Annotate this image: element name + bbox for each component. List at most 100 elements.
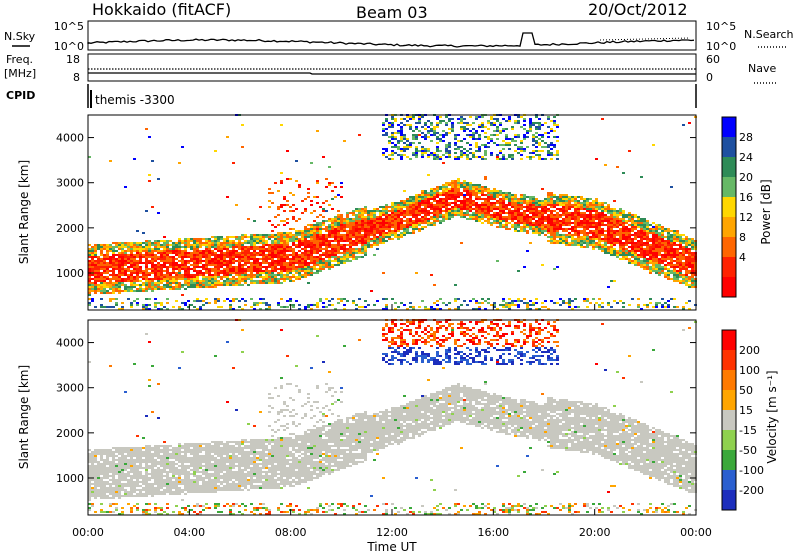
power-cell [205, 266, 208, 268]
power-cell [442, 188, 445, 190]
power-cell [181, 252, 184, 254]
power-cell [574, 202, 577, 204]
power-cell [250, 256, 253, 258]
power-cell [325, 246, 328, 248]
power-cell [331, 256, 334, 258]
power-cell [508, 154, 511, 156]
noise-search-label: N.Search [744, 28, 794, 41]
power-cell [253, 264, 256, 266]
power-cell [574, 214, 577, 216]
power-cell [379, 214, 382, 216]
power-cell [445, 200, 448, 202]
power-cell [157, 270, 160, 272]
power-cell [550, 300, 553, 302]
power-cell [613, 218, 616, 220]
power-cell [460, 126, 463, 128]
power-cell [337, 298, 340, 300]
power-cell [268, 270, 271, 272]
power-cell [508, 144, 511, 146]
power-cell [577, 210, 580, 212]
power-cell [496, 216, 499, 218]
power-cell [577, 218, 580, 220]
power-cell [373, 210, 376, 212]
power-cell [160, 240, 163, 242]
power-cell [355, 234, 358, 236]
power-cell [562, 224, 565, 226]
power-cell [220, 278, 223, 280]
power-cell [334, 218, 337, 220]
power-cell [472, 132, 475, 134]
power-cell [532, 216, 535, 218]
power-cell [382, 272, 385, 274]
power-cell [130, 262, 133, 264]
power-cell [313, 242, 316, 244]
power-cell [586, 234, 589, 236]
power-cell [394, 228, 397, 230]
power-cell [115, 244, 118, 246]
power-cell [637, 304, 640, 306]
power-cell [598, 202, 601, 204]
power-cell [112, 284, 115, 286]
power-cell [361, 244, 364, 246]
power-cell [400, 212, 403, 214]
power-cell [559, 236, 562, 238]
power-cell [400, 214, 403, 216]
power-cell [340, 244, 343, 246]
power-cell [148, 268, 151, 270]
power-cell [592, 242, 595, 244]
power-cell [538, 216, 541, 218]
power-cell [553, 210, 556, 212]
power-cell [115, 278, 118, 280]
power-cell [421, 196, 424, 198]
power-cell [211, 284, 214, 286]
power-cell [610, 236, 613, 238]
power-cell [493, 122, 496, 124]
power-cell [532, 230, 535, 232]
power-cell [571, 242, 574, 244]
power-cell [262, 302, 265, 304]
power-cell [613, 250, 616, 252]
power-cell [646, 254, 649, 256]
power-cell [574, 200, 577, 202]
power-cell [391, 206, 394, 208]
power-cell [637, 242, 640, 244]
power-cell [211, 258, 214, 260]
power-cell [589, 212, 592, 214]
power-cell [598, 306, 601, 308]
power-cell [358, 298, 361, 300]
power-cell [385, 206, 388, 208]
power-cell [424, 194, 427, 196]
power-cell [232, 244, 235, 246]
power-cell [133, 282, 136, 284]
power-cell [391, 118, 394, 120]
power-cell [151, 286, 154, 288]
power-cell [643, 236, 646, 238]
power-cell [565, 218, 568, 220]
power-cell [502, 202, 505, 204]
power-cell [610, 222, 613, 224]
power-cell [412, 134, 415, 136]
power-cell [283, 246, 286, 248]
power-cell [244, 254, 247, 256]
power-cell [202, 252, 205, 254]
power-cell [100, 254, 103, 256]
power-cell [634, 262, 637, 264]
power-cell [364, 226, 367, 228]
power-cell [583, 212, 586, 214]
power-cell [379, 218, 382, 220]
power-cell [349, 234, 352, 236]
power-cell [355, 232, 358, 234]
power-cell [493, 198, 496, 200]
power-cell [130, 302, 133, 304]
power-cell [121, 262, 124, 264]
power-cell [343, 254, 346, 256]
power-cell [526, 230, 529, 232]
power-cell [355, 210, 358, 212]
power-cell [508, 196, 511, 198]
power-cell [130, 244, 133, 246]
power-cell [388, 126, 391, 128]
power-cell [610, 212, 613, 214]
power-cell [457, 212, 460, 214]
power-cell [208, 252, 211, 254]
power-cell [145, 244, 148, 246]
